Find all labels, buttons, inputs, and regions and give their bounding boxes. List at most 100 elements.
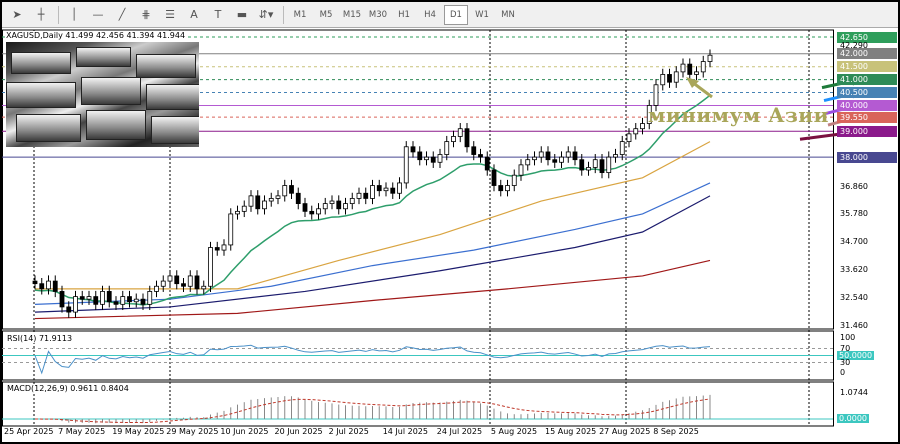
date-label: 10 Jun 2025 xyxy=(220,427,269,436)
candle-body xyxy=(66,306,72,313)
level-label: 39.550 xyxy=(837,111,897,123)
date-label: 15 Aug 2025 xyxy=(545,427,597,436)
silver-bar xyxy=(11,52,71,74)
level-label: 41.500 xyxy=(837,61,897,73)
candle-body xyxy=(619,141,625,155)
timeframe-m30[interactable]: M30 xyxy=(368,9,388,20)
macd-zero-label: 0.0000 xyxy=(837,414,869,423)
candle-body xyxy=(390,187,396,194)
candle-body xyxy=(140,298,146,305)
moving-average-line xyxy=(35,141,711,290)
fibo-levels-icon[interactable]: ☰ xyxy=(165,8,175,21)
candle-body xyxy=(262,200,267,210)
timeframe-m1[interactable]: M1 xyxy=(293,9,307,20)
timeframe-m5[interactable]: M5 xyxy=(319,9,333,20)
candle-body xyxy=(403,146,409,184)
date-label: 24 Jul 2025 xyxy=(436,427,483,436)
candle-body xyxy=(538,151,544,158)
timeframe-d1[interactable]: D1 xyxy=(444,4,468,25)
price-tick: 35.780 xyxy=(840,209,868,219)
horizontal-line-icon[interactable]: — xyxy=(92,8,104,21)
rsi-label: RSI(14) 71.9113 xyxy=(7,334,73,343)
candle-body xyxy=(295,192,301,205)
date-label: 27 Aug 2025 xyxy=(599,427,651,436)
date-label: 14 Jul 2025 xyxy=(382,427,428,436)
candle-body xyxy=(444,141,450,155)
level-label: 42.000 xyxy=(837,48,897,60)
text-label-icon[interactable]: T xyxy=(214,8,222,21)
timeframe-w1[interactable]: W1 xyxy=(475,9,489,20)
symbol-info: XAGUSD,Daily 41.499 42.456 41.394 41.944 xyxy=(6,31,186,40)
rsi-scale-label: 70 xyxy=(840,343,851,353)
fibonacci-icon[interactable]: ⋕ xyxy=(141,8,151,21)
silver-bar xyxy=(81,77,141,105)
macd-pane-border xyxy=(2,381,834,427)
candle-body xyxy=(160,280,166,287)
candle-body xyxy=(437,154,443,163)
candle-body xyxy=(201,285,207,290)
candle-body xyxy=(646,105,652,124)
candle-body xyxy=(194,275,200,290)
candle-body xyxy=(228,213,234,246)
price-tick: 31.460 xyxy=(840,321,868,331)
moving-average-line xyxy=(34,259,711,320)
candle-body xyxy=(484,156,490,171)
asia-low-annotation: минимум Азии xyxy=(648,103,829,127)
candle-body xyxy=(417,151,423,161)
candle-body xyxy=(640,123,645,130)
rectangle-icon[interactable]: ▬ xyxy=(236,8,248,21)
candle-body xyxy=(356,192,362,199)
candle-body xyxy=(282,185,288,197)
cursor-icon[interactable]: ➤ xyxy=(12,8,22,21)
candle-body xyxy=(46,280,51,290)
candle-body xyxy=(147,291,153,305)
timeframe-h4[interactable]: H4 xyxy=(424,9,436,20)
macd-signal-line xyxy=(34,398,711,424)
text-icon[interactable]: A xyxy=(190,8,198,21)
candle-body xyxy=(174,275,180,285)
candle-body xyxy=(52,280,58,292)
level-label: 39.000 xyxy=(837,125,897,137)
crosshair-icon[interactable]: ┼ xyxy=(37,8,45,21)
date-label: 25 Apr 2025 xyxy=(4,427,54,436)
candle-body xyxy=(673,71,679,83)
silver-bar xyxy=(146,84,199,110)
candle-body xyxy=(86,296,92,300)
toolbar-separator xyxy=(58,5,59,24)
candle-body xyxy=(586,167,591,171)
candle-body xyxy=(93,296,99,305)
candle-body xyxy=(579,159,585,171)
vertical-line-icon[interactable]: │ xyxy=(70,8,78,21)
candle-body xyxy=(248,195,254,207)
toolbar-separator xyxy=(283,5,284,24)
candle-body xyxy=(235,210,240,215)
moving-average-line xyxy=(34,195,711,313)
rsi-scale-label: 100 xyxy=(840,333,856,342)
candle-body xyxy=(511,174,517,186)
trendline-icon[interactable]: ╱ xyxy=(118,8,126,21)
candle-body xyxy=(552,159,558,163)
candle-body xyxy=(127,296,132,303)
timeframe-mn[interactable]: MN xyxy=(501,9,515,20)
silver-bar xyxy=(136,54,196,78)
candle-body xyxy=(349,198,355,205)
candle-body xyxy=(471,146,477,155)
candle-body xyxy=(241,205,247,212)
candle-body xyxy=(424,156,429,161)
date-label: 2 Jul 2025 xyxy=(328,427,369,436)
candle-body xyxy=(397,182,402,194)
candle-body xyxy=(478,154,483,158)
timeframe-h1[interactable]: H1 xyxy=(398,9,410,20)
candle-body xyxy=(694,71,699,75)
date-label: 19 May 2025 xyxy=(112,427,165,436)
timeframe-m15[interactable]: M15 xyxy=(342,9,362,20)
moving-average-line xyxy=(34,182,711,305)
candle-body xyxy=(120,296,126,305)
candle-body xyxy=(214,247,220,251)
rsi-scale-label: 50.0000 xyxy=(837,350,875,360)
silver-bar xyxy=(76,47,131,67)
toolbar: ➤ ┼ │ — ╱ ⋕ ☰ A T ▬ ⇵▾ M1 M5 M15 M30 H1 H4 D1 W1 MN xyxy=(2,2,898,28)
shapes-menu-icon[interactable]: ⇵▾ xyxy=(258,8,274,21)
